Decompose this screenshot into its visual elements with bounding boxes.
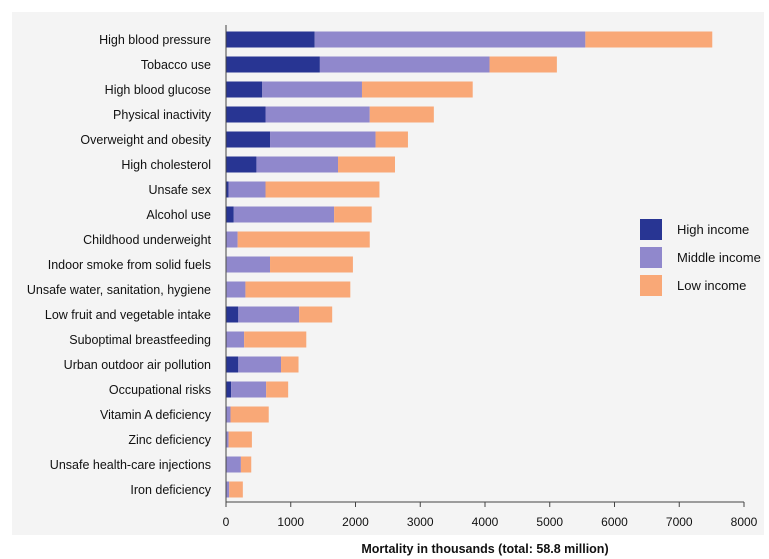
category-label: Iron deficiency — [130, 483, 211, 497]
x-tick-label: 3000 — [407, 515, 434, 529]
bar-segment — [375, 131, 408, 148]
category-label: Low fruit and vegetable intake — [45, 308, 211, 322]
bar-segment — [238, 306, 300, 323]
bar-segment — [226, 31, 315, 48]
x-tick-label: 0 — [223, 515, 230, 529]
category-labels: High blood pressure Tobacco use High blood… — [27, 33, 212, 497]
category-label: High blood pressure — [99, 33, 211, 47]
bar-segment — [226, 306, 239, 323]
bar-segment — [226, 156, 257, 173]
category-label: Indoor smoke from solid fuels — [48, 258, 211, 272]
bar-segment — [226, 281, 246, 298]
bar-segment — [231, 381, 267, 398]
bar-segment — [334, 206, 372, 223]
bar-segment — [338, 156, 395, 173]
bar-segment — [226, 231, 238, 248]
bar-segment — [266, 381, 289, 398]
x-tick-label: 5000 — [536, 515, 563, 529]
category-label: Urban outdoor air pollution — [64, 358, 211, 372]
bar-segment — [489, 56, 557, 73]
category-label: High blood glucose — [105, 83, 211, 97]
x-axis-ticks: 0 1000 2000 3000 4000 5000 6000 7000 8000 — [223, 502, 758, 529]
bar-segment — [226, 381, 232, 398]
x-tick-label: 8000 — [731, 515, 758, 529]
bar-segment — [265, 106, 370, 123]
bar-segment — [585, 31, 713, 48]
category-label: Alcohol use — [146, 208, 211, 222]
plot-panel — [12, 12, 764, 535]
bar-segment — [226, 406, 231, 423]
bar-segment — [319, 56, 490, 73]
bar-segment — [361, 81, 473, 98]
bar-segment — [238, 356, 282, 373]
bar-segment — [265, 181, 380, 198]
bar-segment — [226, 456, 241, 473]
bar-segment — [244, 331, 307, 348]
bar-segment — [281, 356, 299, 373]
category-label: Tobacco use — [141, 58, 211, 72]
bar-segment — [240, 456, 252, 473]
category-label: High cholesterol — [121, 158, 211, 172]
bar-segment — [270, 256, 353, 273]
bar-segment — [262, 81, 362, 98]
bar-segment — [226, 331, 245, 348]
legend-swatch — [640, 219, 662, 240]
x-tick-label: 2000 — [342, 515, 369, 529]
legend-swatch — [640, 247, 662, 268]
legend-label: High income — [677, 222, 749, 237]
bar-segment — [229, 481, 243, 498]
bar-segment — [226, 106, 266, 123]
bar-segment — [226, 131, 271, 148]
bar-segment — [226, 206, 234, 223]
bar-segment — [226, 256, 271, 273]
bar-group — [226, 31, 713, 498]
bar-segment — [226, 181, 229, 198]
category-label: Unsafe health-care injections — [50, 458, 211, 472]
legend-label: Low income — [677, 278, 746, 293]
x-tick-label: 1000 — [277, 515, 304, 529]
bar-segment — [226, 56, 320, 73]
bar-segment — [233, 206, 335, 223]
category-label: Overweight and obesity — [80, 133, 211, 147]
bar-segment — [245, 281, 351, 298]
legend-swatch — [640, 275, 662, 296]
category-label: Occupational risks — [109, 383, 211, 397]
category-label: Zinc deficiency — [128, 433, 211, 447]
bar-segment — [228, 431, 252, 448]
bar-segment — [299, 306, 333, 323]
bar-segment — [226, 431, 229, 448]
bar-segment — [369, 106, 434, 123]
category-label: Childhood underweight — [83, 233, 211, 247]
x-axis-title: Mortality in thousands (total: 58.8 mill… — [361, 542, 608, 556]
category-label: Physical inactivity — [113, 108, 212, 122]
bar-segment — [228, 181, 266, 198]
bar-segment — [226, 81, 263, 98]
bar-segment — [230, 406, 269, 423]
bar-segment — [256, 156, 339, 173]
x-tick-label: 7000 — [666, 515, 693, 529]
bar-segment — [237, 231, 370, 248]
category-label: Vitamin A deficiency — [100, 408, 212, 422]
category-label: Unsafe sex — [148, 183, 211, 197]
x-tick-label: 4000 — [472, 515, 499, 529]
x-tick-label: 6000 — [601, 515, 628, 529]
category-label: Suboptimal breastfeeding — [69, 333, 211, 347]
bar-segment — [226, 481, 230, 498]
legend: High income Middle income Low income — [640, 219, 761, 296]
bar-segment — [270, 131, 376, 148]
bar-segment — [226, 356, 239, 373]
legend-label: Middle income — [677, 250, 761, 265]
category-label: Unsafe water, sanitation, hygiene — [27, 283, 211, 297]
bar-segment — [314, 31, 586, 48]
